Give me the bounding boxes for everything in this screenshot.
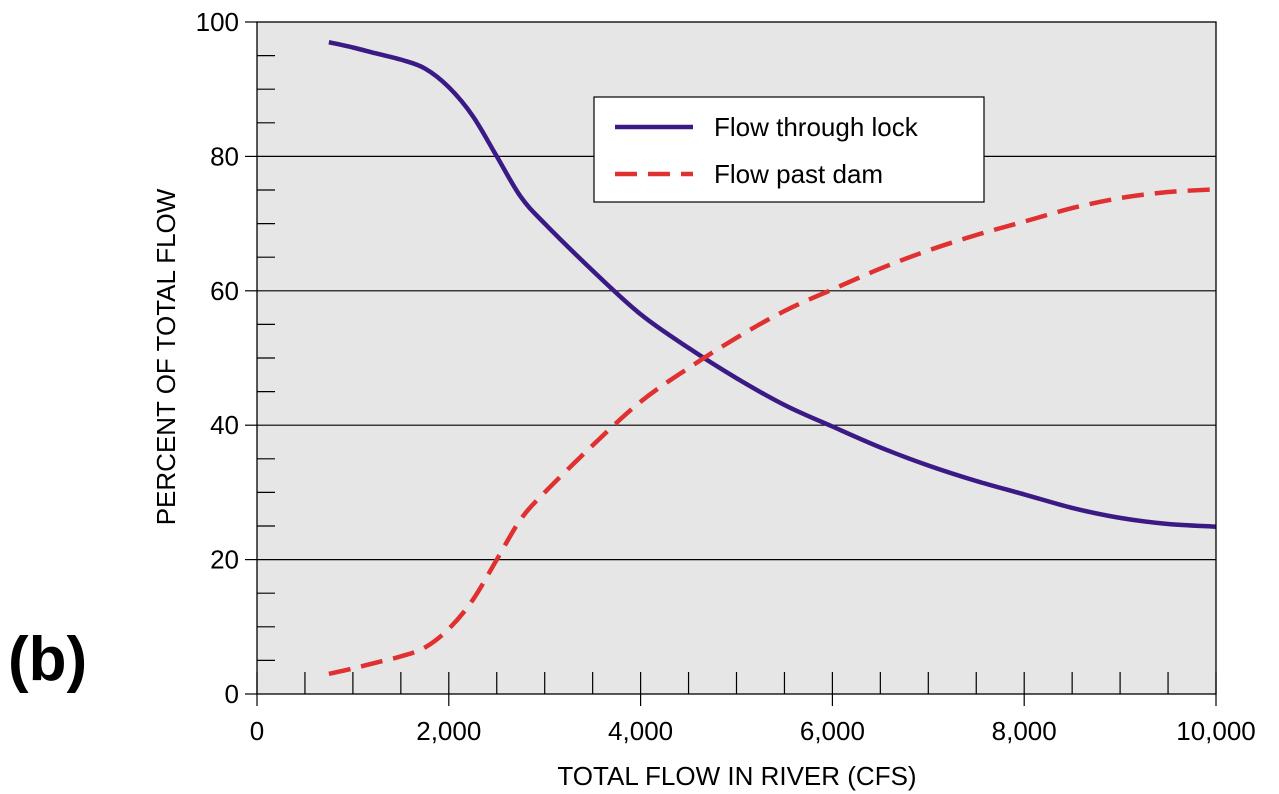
legend-label-lock: Flow through lock (714, 112, 919, 142)
x-tick-label-0: 0 (250, 716, 264, 746)
plot-frame (256, 21, 1217, 695)
y-axis-title: PERCENT OF TOTAL FLOW (151, 188, 181, 525)
y-tick-label-100: 100 (196, 7, 239, 37)
y-tick-label-60: 60 (210, 276, 239, 306)
x-tick-label-8000: 8,000 (992, 716, 1057, 746)
y-tick-labels: 0 20 40 60 80 100 (196, 7, 239, 709)
legend: Flow through lock Flow past dam (593, 96, 985, 203)
panel-label: (b) (8, 625, 87, 694)
x-tick-label-6000: 6,000 (800, 716, 865, 746)
x-axis-title: TOTAL FLOW IN RIVER (CFS) (557, 761, 916, 791)
x-tick-label-2000: 2,000 (416, 716, 481, 746)
series-layer (328, 40, 1217, 676)
y-tick-label-0: 0 (225, 679, 239, 709)
legend-label-dam: Flow past dam (714, 159, 883, 189)
x-tick-label-4000: 4,000 (608, 716, 673, 746)
series-line-flow-through-lock (328, 40, 1217, 529)
legend-box (593, 96, 985, 203)
y-tick-label-40: 40 (210, 410, 239, 440)
y-tick-label-20: 20 (210, 545, 239, 575)
y-tick-label-80: 80 (210, 141, 239, 171)
x-tick-labels: 0 2,000 4,000 6,000 8,000 10,000 (250, 716, 1256, 746)
series-line-flow-past-dam (328, 187, 1217, 676)
x-tick-label-10000: 10,000 (1176, 716, 1256, 746)
